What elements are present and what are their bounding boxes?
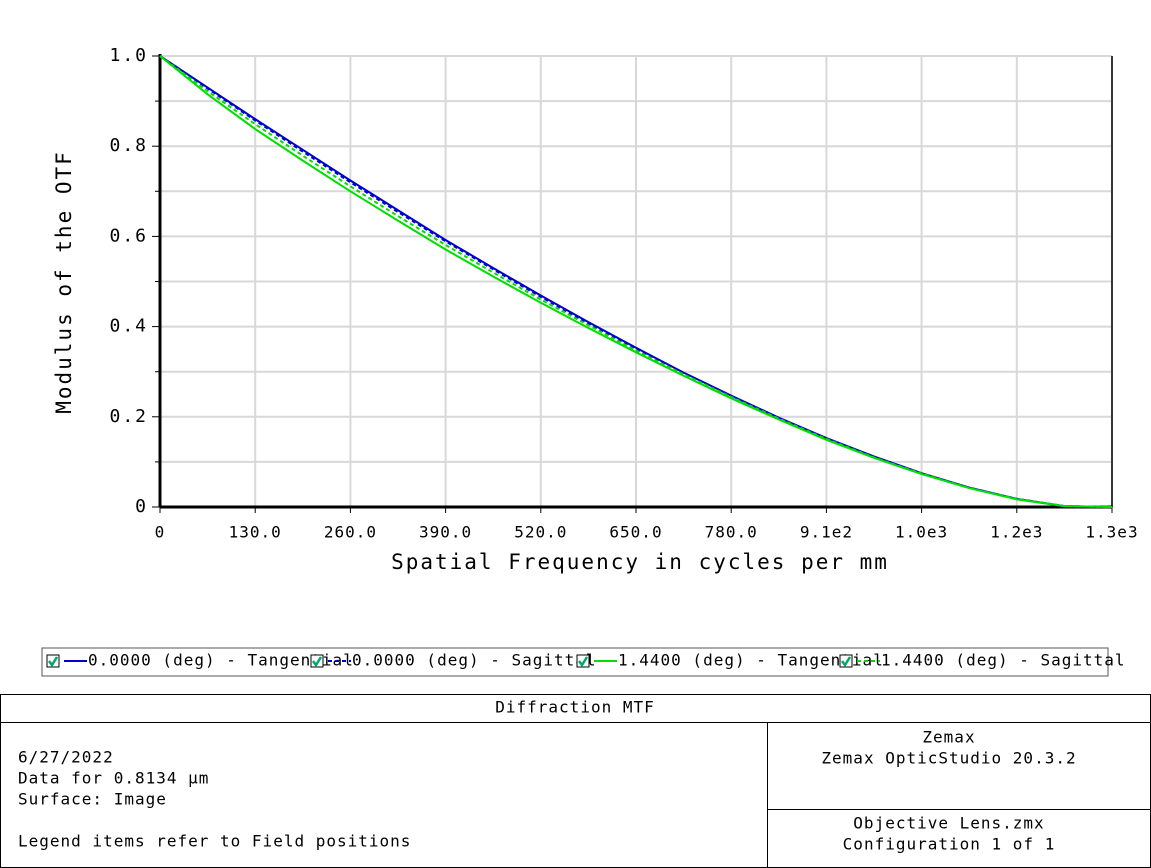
x-tick-label: 1.2e3 (990, 523, 1043, 542)
legend-check (312, 656, 323, 668)
x-tick-label: 9.1e2 (800, 523, 853, 542)
y-tick-label: 0 (135, 496, 148, 517)
footer-text: 6/27/2022 (18, 748, 114, 767)
x-tick-label: 780.0 (705, 523, 758, 542)
x-tick-label: 520.0 (514, 523, 567, 542)
legend-check (841, 656, 852, 668)
legend-check (578, 656, 589, 668)
x-tick-label: 1.0e3 (895, 523, 948, 542)
series-line (159, 55, 1113, 508)
legend-label: 0.0000 (deg) - Sagittal (352, 651, 597, 670)
x-tick-label: 260.0 (324, 523, 377, 542)
footer-text: Zemax OpticStudio 20.3.2 (821, 749, 1076, 768)
footer-text: Objective Lens.zmx (853, 814, 1044, 833)
y-axis-label: Modulus of the OTF (52, 150, 76, 414)
y-tick-label: 0.6 (109, 225, 148, 246)
x-tick-label: 650.0 (609, 523, 662, 542)
footer-text: Surface: Image (18, 790, 167, 809)
x-axis-label: Spatial Frequency in cycles per mm (391, 550, 889, 574)
y-tick-label: 1.0 (109, 45, 148, 66)
y-tick-label: 0.8 (109, 135, 148, 156)
footer-text: Legend items refer to Field positions (18, 832, 411, 851)
footer-text: Zemax (922, 728, 975, 747)
y-tick-label: 0.2 (109, 406, 148, 427)
x-tick-label: 130.0 (229, 523, 282, 542)
x-tick-label: 0 (155, 523, 166, 542)
y-tick-label: 0.4 (109, 316, 148, 337)
legend-check (48, 656, 59, 668)
footer-text: Data for 0.8134 µm (18, 769, 209, 788)
legend-label: 1.4400 (deg) - Tangential (618, 651, 884, 670)
x-tick-label: 390.0 (419, 523, 472, 542)
footer-title: Diffraction MTF (495, 698, 655, 717)
x-tick-label: 1.3e3 (1085, 523, 1138, 542)
legend-label: 0.0000 (deg) - Tangential (88, 651, 354, 670)
footer-text: Configuration 1 of 1 (843, 835, 1056, 854)
legend-label: 1.4400 (deg) - Sagittal (881, 651, 1126, 670)
legend-box (41, 647, 1109, 677)
